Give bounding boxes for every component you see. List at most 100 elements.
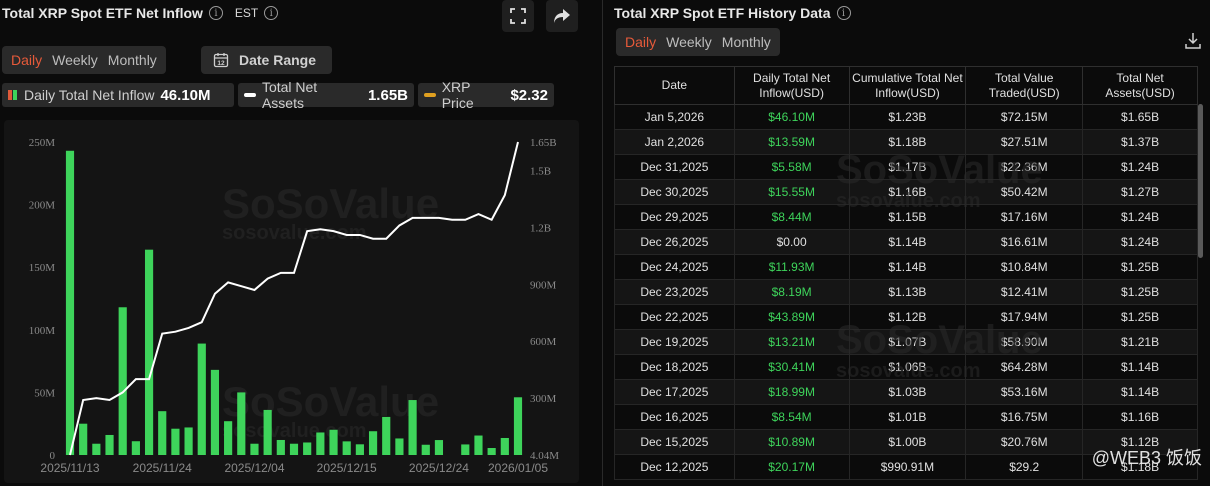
- col-net-assets[interactable]: Total Net Assets(USD): [1082, 66, 1198, 105]
- history-tab-monthly[interactable]: Monthly: [721, 34, 771, 50]
- y-right-tick-label: 1.65B: [530, 137, 557, 149]
- cell-net-assets: $1.14B: [1082, 354, 1198, 380]
- cell-value-traded: $50.42M: [965, 179, 1084, 205]
- chart-background: [4, 120, 579, 483]
- inflow-bar: [79, 423, 88, 455]
- y-right-tick-label: 4.04M: [530, 450, 559, 462]
- x-tick-label: 2025/12/04: [224, 461, 284, 475]
- cell-cumulative-inflow: $1.13B: [848, 279, 967, 305]
- legend-assets-label: Total Net Assets: [261, 79, 318, 111]
- legend-price[interactable]: XRP Price $2.32: [418, 79, 554, 111]
- history-period-tabs: Daily Weekly Monthly: [616, 28, 780, 56]
- table-row: Jan 2,2026 $13.59M $1.18B $27.51M $1.37B: [614, 129, 1198, 155]
- cell-date: Dec 17,2025: [614, 379, 735, 405]
- x-tick-label: 2025/12/15: [317, 461, 377, 475]
- inflow-bar: [263, 409, 272, 455]
- history-info-icon[interactable]: i: [836, 6, 851, 20]
- y-left-tick-label: 100M: [29, 325, 56, 337]
- cell-date: Dec 31,2025: [614, 154, 735, 180]
- cell-daily-inflow: $13.21M: [733, 329, 850, 355]
- x-tick-label: 2025/11/24: [133, 461, 192, 475]
- timezone-info-icon[interactable]: i: [264, 6, 279, 20]
- col-cumulative-inflow[interactable]: Cumulative Total Net Inflow(USD): [848, 66, 967, 105]
- cell-cumulative-inflow: $1.07B: [848, 329, 967, 355]
- cell-value-traded: $20.76M: [965, 429, 1084, 455]
- inflow-bar: [118, 307, 127, 455]
- cell-date: Dec 26,2025: [614, 229, 735, 255]
- history-tab-daily[interactable]: Daily: [625, 34, 657, 50]
- inflow-bar: [461, 444, 470, 455]
- date-range-button[interactable]: 12 Date Range: [201, 46, 332, 74]
- table-scrollbar[interactable]: [1198, 104, 1203, 258]
- cell-daily-inflow: $11.93M: [733, 254, 850, 280]
- legend-price-value: $2.32: [510, 86, 548, 104]
- inflow-bar: [434, 440, 444, 455]
- y-left-tick-label: 250M: [29, 137, 56, 149]
- cell-daily-inflow: $46.10M: [733, 104, 850, 130]
- inflow-legend-swatch: [8, 90, 17, 100]
- table-row: Dec 24,2025 $11.93M $1.14B $10.84M $1.25B: [614, 254, 1198, 280]
- cell-value-traded: $58.90M: [965, 329, 1084, 355]
- cell-daily-inflow: $20.17M: [733, 454, 850, 480]
- inflow-bar: [237, 392, 246, 455]
- cell-date: Dec 12,2025: [614, 454, 735, 480]
- y-right-tick-label: 300M: [530, 393, 557, 405]
- panel-divider: [602, 0, 603, 486]
- col-value-traded[interactable]: Total Value Traded(USD): [965, 66, 1084, 105]
- cell-net-assets: $1.27B: [1082, 179, 1198, 205]
- x-tick-label: 2025/11/13: [40, 461, 99, 475]
- cell-cumulative-inflow: $990.91M: [848, 454, 967, 480]
- inflow-bar: [158, 411, 167, 455]
- inflow-bar: [316, 432, 325, 455]
- cell-daily-inflow: $0.00: [733, 229, 850, 255]
- cell-net-assets: $1.14B: [1082, 379, 1198, 405]
- chart-tab-monthly[interactable]: Monthly: [107, 52, 157, 68]
- cell-date: Dec 30,2025: [614, 179, 735, 205]
- legend-inflow[interactable]: Daily Total Net Inflow 46.10M: [2, 83, 234, 107]
- table-row: Dec 17,2025 $18.99M $1.03B $53.16M $1.14B: [614, 379, 1198, 405]
- col-daily-inflow[interactable]: Daily Total Net Inflow(USD): [733, 66, 850, 105]
- history-title: Total XRP Spot ETF History Data: [614, 5, 831, 21]
- table-row: Dec 16,2025 $8.54M $1.01B $16.75M $1.16B: [614, 404, 1198, 430]
- cell-daily-inflow: $8.44M: [733, 204, 850, 230]
- cell-daily-inflow: $8.54M: [733, 404, 850, 430]
- cell-daily-inflow: $8.19M: [733, 279, 850, 305]
- cell-daily-inflow: $18.99M: [733, 379, 850, 405]
- history-tab-weekly[interactable]: Weekly: [666, 34, 712, 50]
- cell-date: Jan 2,2026: [614, 129, 735, 155]
- cell-net-assets: $1.65B: [1082, 104, 1198, 130]
- fullscreen-button[interactable]: [502, 0, 534, 32]
- inflow-bar: [289, 443, 299, 455]
- share-button[interactable]: [546, 0, 578, 32]
- inflow-bar: [421, 444, 430, 455]
- cell-value-traded: $64.28M: [965, 354, 1084, 380]
- inflow-bar: [105, 434, 114, 455]
- cell-cumulative-inflow: $1.14B: [848, 229, 967, 255]
- inflow-bar: [224, 421, 233, 455]
- cell-cumulative-inflow: $1.00B: [848, 429, 967, 455]
- y-right-tick-label: 900M: [530, 279, 557, 291]
- date-range-label: Date Range: [239, 52, 317, 68]
- cell-date: Dec 18,2025: [614, 354, 735, 380]
- inflow-bar: [395, 438, 404, 455]
- timezone-label: EST: [234, 6, 259, 20]
- chart-tab-weekly[interactable]: Weekly: [52, 52, 98, 68]
- inflow-bar: [368, 431, 378, 455]
- inflow-bar: [513, 397, 523, 455]
- cell-date: Dec 15,2025: [614, 429, 735, 455]
- inflow-bar: [276, 439, 285, 455]
- history-table-body: Jan 5,2026 $46.10M $1.23B $72.15M $1.65B Jan …: [614, 104, 1198, 480]
- inflow-bar: [487, 448, 496, 455]
- cell-value-traded: $53.16M: [965, 379, 1084, 405]
- col-date[interactable]: Date: [614, 66, 735, 105]
- chart-tab-daily[interactable]: Daily: [11, 52, 43, 68]
- legend-assets[interactable]: Total Net Assets 1.65B: [238, 79, 414, 111]
- info-icon[interactable]: i: [208, 6, 223, 20]
- inflow-bar: [408, 400, 417, 455]
- inflow-bar: [144, 249, 154, 455]
- cell-date: Dec 29,2025: [614, 204, 735, 230]
- history-title-row: Total XRP Spot ETF History Data i: [614, 2, 851, 24]
- inflow-bar: [197, 343, 206, 455]
- download-button[interactable]: [1184, 32, 1202, 55]
- cell-date: Jan 5,2026: [614, 104, 735, 130]
